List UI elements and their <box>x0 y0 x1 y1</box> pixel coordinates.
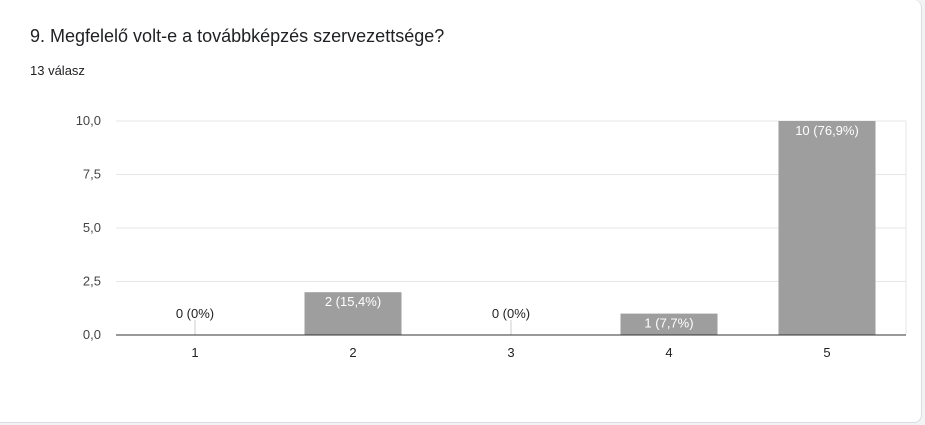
y-tick-label: 0,0 <box>83 327 101 342</box>
data-label: 2 (15,4%) <box>325 294 381 309</box>
y-tick-label: 7,5 <box>83 167 101 182</box>
bar <box>778 121 876 335</box>
response-count: 13 válasz <box>30 63 85 78</box>
y-tick-label: 10,0 <box>76 113 101 128</box>
y-tick-label: 5,0 <box>83 220 101 235</box>
x-tick-label: 4 <box>665 345 672 360</box>
data-label: 0 (0%) <box>492 306 530 321</box>
x-tick-label: 3 <box>507 345 514 360</box>
data-label: 1 (7,7%) <box>644 316 693 331</box>
y-tick-label: 2,5 <box>83 274 101 289</box>
data-label: 10 (76,9%) <box>795 123 859 138</box>
x-tick-label: 1 <box>191 345 198 360</box>
data-label: 0 (0%) <box>176 306 214 321</box>
x-tick-label: 5 <box>823 345 830 360</box>
bar <box>304 292 402 335</box>
bar <box>620 313 718 335</box>
x-tick-label: 2 <box>349 345 356 360</box>
question-title: 9. Megfelelő volt-e a továbbképzés szerv… <box>30 26 445 46</box>
